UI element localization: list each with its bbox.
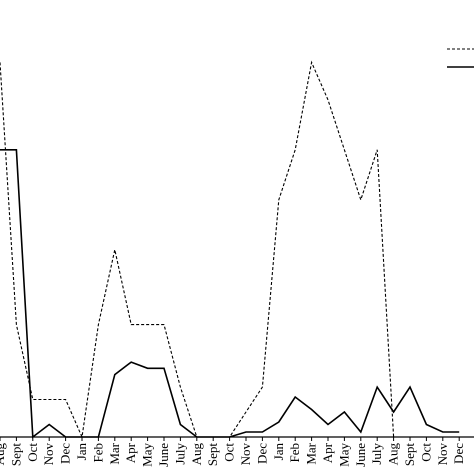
- x-tick-label: Aug: [386, 443, 401, 466]
- x-tick-label: Sept: [402, 443, 417, 467]
- x-tick-label: Aug: [0, 443, 7, 466]
- x-tick-label: June: [353, 443, 368, 467]
- x-tick-label: Feb: [287, 443, 302, 463]
- x-tick-label: Mar: [304, 442, 319, 464]
- series-layer: [0, 60, 460, 439]
- x-tick-label: Jan: [271, 443, 286, 461]
- x-tick-label: Nov: [435, 443, 450, 466]
- x-tick-label: July: [172, 443, 187, 465]
- x-tick-label: Oct: [418, 443, 433, 462]
- series-line-1: [0, 60, 460, 439]
- x-tick-label: May: [140, 443, 155, 467]
- x-tick-label: Dec: [451, 443, 466, 464]
- x-tick-label: Mar: [107, 442, 122, 464]
- x-tick-label: Nov: [41, 443, 56, 466]
- x-tick-label: Dec: [254, 443, 269, 464]
- x-tick-label: Jan: [74, 443, 89, 461]
- x-tick-label: Oct: [222, 443, 237, 462]
- x-tick-label: Dec: [58, 443, 73, 464]
- x-tick-label: July: [369, 443, 384, 465]
- x-tick-label: Nov: [238, 443, 253, 466]
- x-tick-label: Apr: [123, 442, 138, 463]
- x-tick-label: Oct: [25, 443, 40, 462]
- x-tick-label: Sept: [8, 443, 23, 467]
- legend: [447, 48, 474, 68]
- x-tick-label: Aug: [189, 443, 204, 466]
- x-tick-label: Sept: [205, 443, 220, 467]
- x-tick-label: June: [156, 443, 171, 467]
- x-tick-label: May: [336, 443, 351, 467]
- x-tick-label: Apr: [320, 442, 335, 463]
- x-tick-label: Feb: [90, 443, 105, 463]
- series-line-2: [0, 149, 460, 439]
- x-tick-layer: Aug Sept Oct Nov Dec Jan Feb Mar Apr May June July A…: [0, 437, 466, 467]
